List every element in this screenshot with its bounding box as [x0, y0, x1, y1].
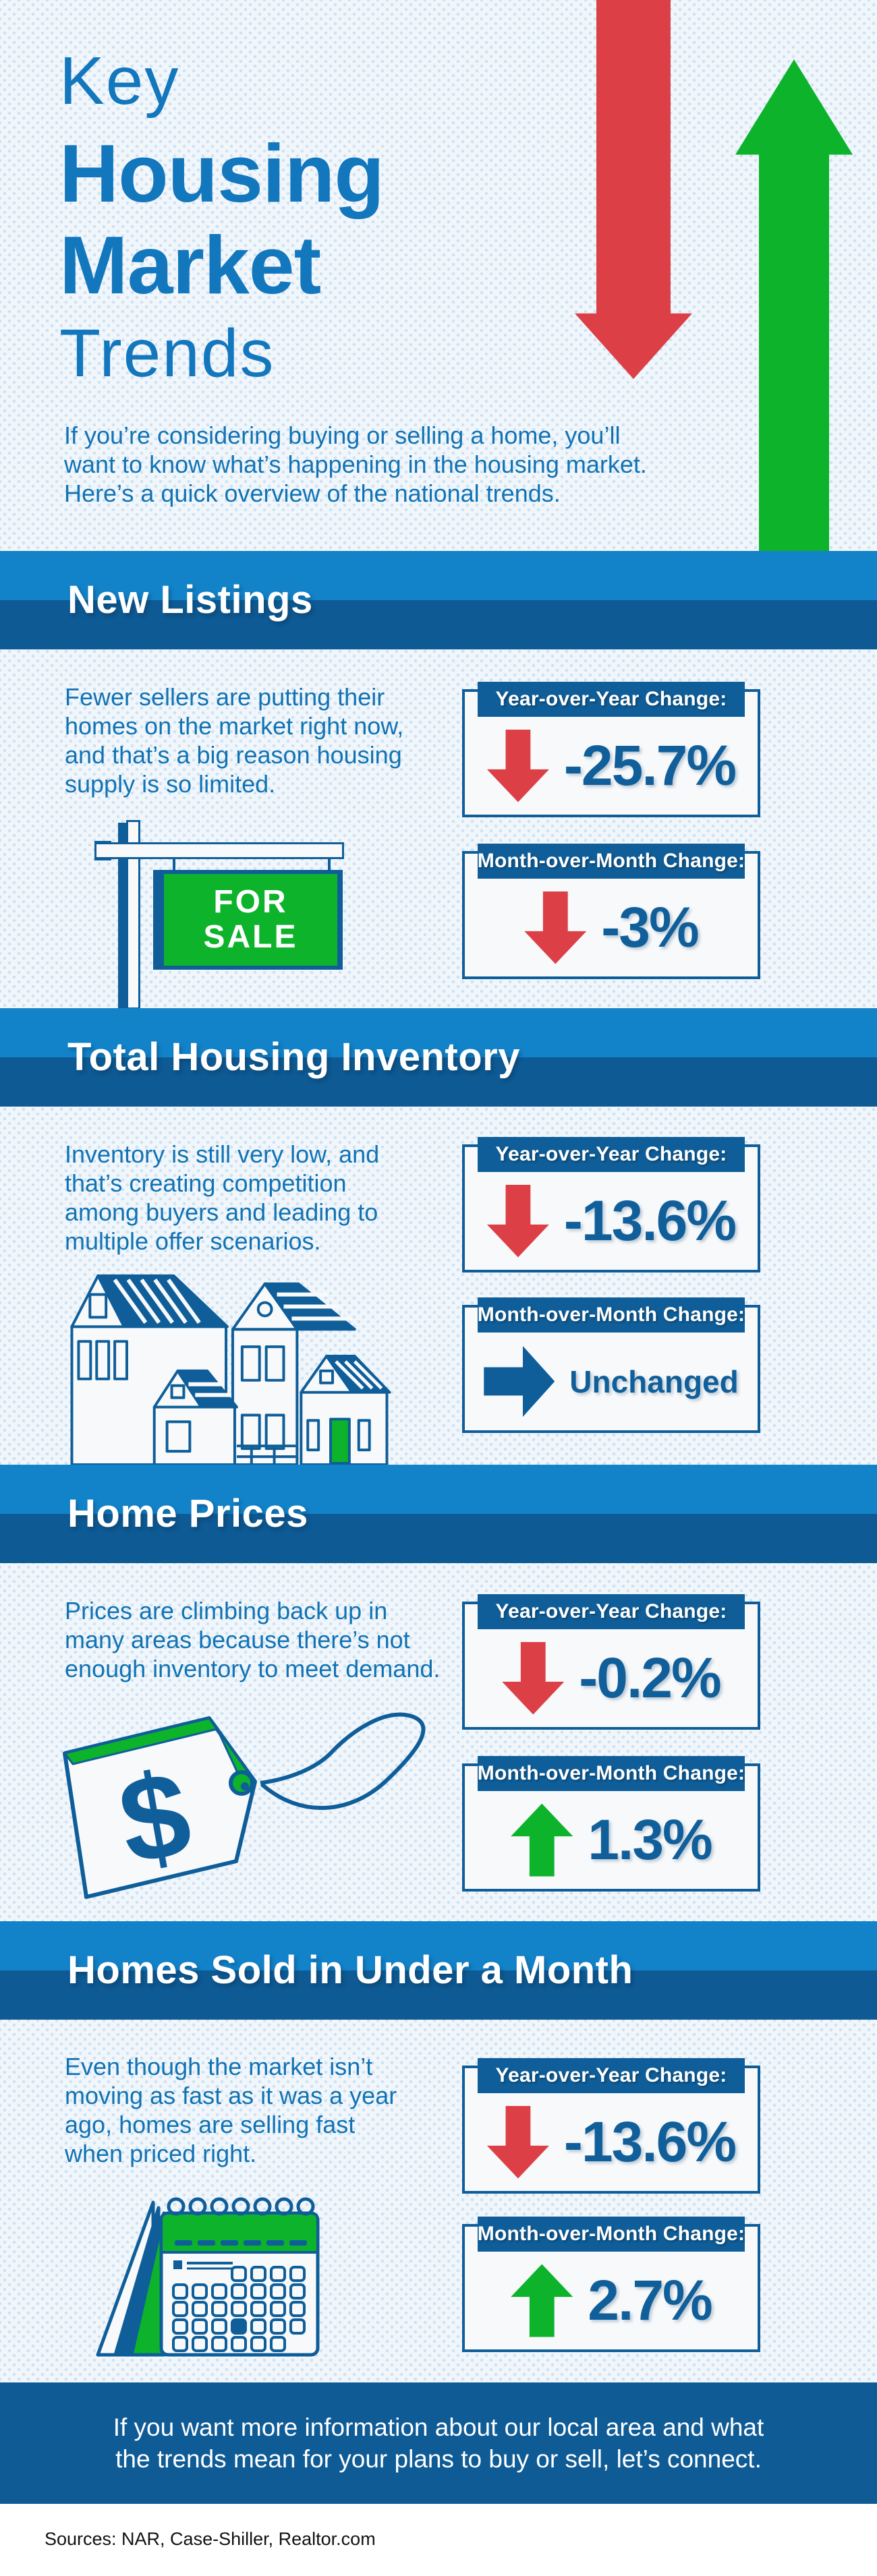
- section-heading-homes-sold: Homes Sold in Under a Month: [67, 1948, 633, 1992]
- banner-bottom-stripe: [0, 1057, 877, 1107]
- footer-banner: If you want more information about our l…: [0, 2382, 877, 2504]
- right-arrow-icon: [484, 1346, 555, 1417]
- section-banner-new-listings: New Listings: [0, 551, 877, 649]
- sign-hanger-rod: [328, 858, 331, 873]
- stat-box-home-prices-yoy: Year-over-Year Change: -0.2%: [462, 1594, 760, 1730]
- stat-box-inventory-mom: Month-over-Month Change: Unchanged: [462, 1297, 760, 1433]
- stat-label-yoy: Year-over-Year Change:: [478, 1137, 745, 1172]
- stat-box-homes-sold-yoy: Year-over-Year Change: -13.6%: [462, 2058, 760, 2194]
- stat-label-mom: Month-over-Month Change:: [478, 844, 745, 879]
- section-body-homes-sold: Even though the market isn’t moving as f…: [65, 2053, 397, 2167]
- banner-top-stripe: [0, 551, 877, 600]
- banner-bottom-stripe: [0, 1514, 877, 1563]
- section-body-home-prices: Prices are climbing back up in many area…: [65, 1597, 441, 1682]
- up-arrow-icon: [511, 1803, 573, 1877]
- for-sale-text-line2: SALE: [203, 919, 298, 955]
- stat-box-new-listings-yoy: Year-over-Year Change: -25.7%: [462, 682, 760, 817]
- price-tag-illustration: $: [59, 1711, 518, 1907]
- section-body-total-housing-inventory: Inventory is still very low, and that’s …: [65, 1140, 380, 1255]
- page-title-line-2: Housing: [59, 127, 385, 219]
- sign-post-shadow: [118, 823, 126, 1009]
- down-arrow-icon: [502, 1641, 565, 1715]
- houses-illustration: [64, 1256, 395, 1465]
- down-arrow-icon: [486, 1184, 549, 1258]
- section-heading-total-housing-inventory: Total Housing Inventory: [67, 1035, 520, 1079]
- calendar-illustration: [83, 2193, 326, 2360]
- page-title-line-3: Market: [59, 219, 321, 311]
- stat-box-homes-sold-mom: Month-over-Month Change: 2.7%: [462, 2217, 760, 2352]
- section-banner-homes-sold: Homes Sold in Under a Month: [0, 1921, 877, 2020]
- stat-label-mom: Month-over-Month Change:: [478, 1297, 745, 1333]
- stat-label-mom: Month-over-Month Change:: [478, 1756, 745, 1791]
- stat-value: -0.2%: [579, 1646, 721, 1709]
- sources-note: Sources: NAR, Case-Shiller, Realtor.com: [45, 2529, 376, 2549]
- stat-value: 2.7%: [588, 2268, 712, 2332]
- stat-label-mom: Month-over-Month Change:: [478, 2217, 745, 2252]
- stat-box-home-prices-mom: Month-over-Month Change: 1.3%: [462, 1756, 760, 1892]
- banner-top-stripe: [0, 1921, 877, 1970]
- page-title-line-1: Key: [59, 43, 180, 119]
- banner-top-stripe: [0, 1008, 877, 1057]
- intro-paragraph: If you’re considering buying or selling …: [64, 421, 647, 507]
- down-arrow-icon: [524, 891, 587, 964]
- stat-label-yoy: Year-over-Year Change:: [478, 1594, 745, 1629]
- page-title-line-4: Trends: [59, 316, 275, 391]
- section-body-new-listings: Fewer sellers are putting their homes on…: [65, 683, 404, 798]
- section-banner-total-housing-inventory: Total Housing Inventory: [0, 1008, 877, 1107]
- bottom-margin: [0, 2504, 877, 2576]
- stat-box-new-listings-mom: Month-over-Month Change: -3%: [462, 844, 760, 979]
- banner-top-stripe: [0, 1465, 877, 1514]
- for-sale-text-line1: FOR: [213, 884, 288, 920]
- stat-value: -13.6%: [563, 1189, 737, 1252]
- stat-value: -25.7%: [563, 734, 737, 797]
- section-heading-home-prices: Home Prices: [67, 1492, 308, 1535]
- section-heading-new-listings: New Listings: [67, 578, 313, 622]
- banner-bottom-stripe: [0, 1970, 877, 2020]
- down-arrow-icon: [486, 729, 549, 802]
- up-arrow-icon: [511, 2264, 573, 2337]
- sign-hanger-rod: [173, 858, 175, 873]
- stat-value: -3%: [601, 896, 699, 959]
- stat-label-yoy: Year-over-Year Change:: [478, 682, 745, 717]
- stat-value: Unchanged: [569, 1364, 739, 1399]
- stat-value: -13.6%: [563, 2110, 737, 2173]
- footer-message: If you want more information about our l…: [113, 2413, 764, 2473]
- sign-beam: [94, 842, 344, 859]
- section-banner-home-prices: Home Prices: [0, 1465, 877, 1563]
- down-arrow-icon: [486, 2105, 549, 2179]
- banner-bottom-stripe: [0, 600, 877, 649]
- stat-label-yoy: Year-over-Year Change:: [478, 2058, 745, 2093]
- stat-value: 1.3%: [588, 1808, 712, 1871]
- down-trend-arrow-icon: [575, 0, 692, 379]
- sign-board: FOR SALE: [164, 874, 337, 966]
- stat-box-inventory-yoy: Year-over-Year Change: -13.6%: [462, 1137, 760, 1272]
